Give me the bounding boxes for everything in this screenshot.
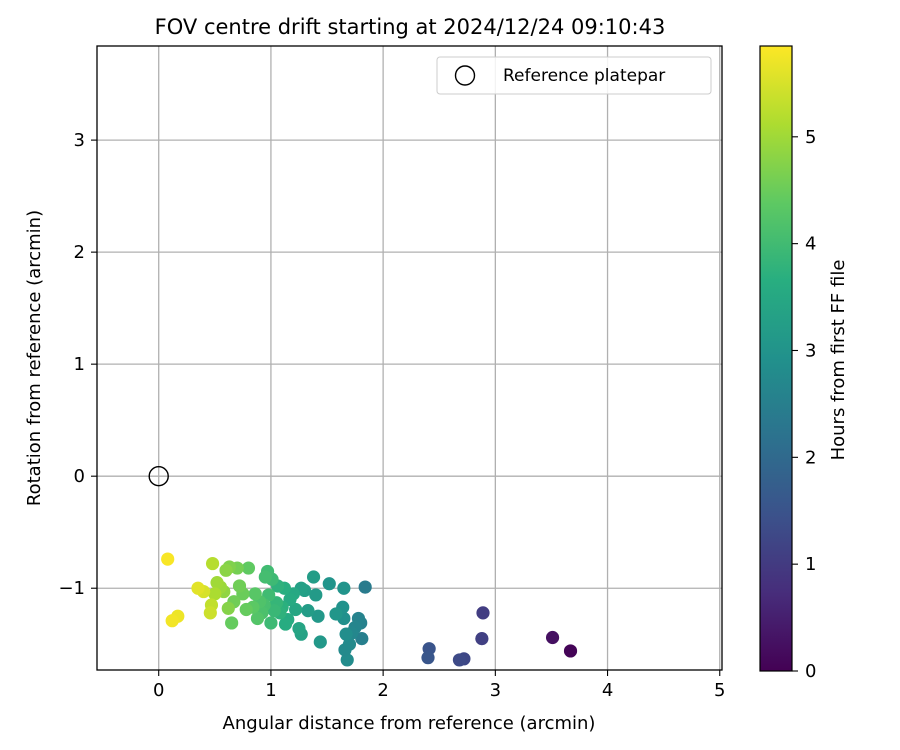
data-point [232,579,247,593]
data-point [338,643,352,657]
y-axis-ticks: −1 0 1 2 3 [58,130,97,599]
y-axis-label: Rotation from reference (arcmin) [24,210,45,506]
x-tick-label: 4 [602,680,613,701]
data-point [355,632,369,646]
data-point [264,616,278,630]
reference-marker-group [148,465,169,487]
colorbar-label: Hours from first FF file [828,260,849,461]
data-point [313,635,327,649]
x-tick-label: 0 [153,680,164,701]
data-point [309,588,323,602]
data-point [311,609,325,623]
data-point [306,570,321,584]
data-point [476,606,490,620]
data-point [241,561,256,575]
data-point [339,627,353,641]
colorbar-tick-label: 4 [805,234,816,255]
data-point [452,653,467,667]
data-point [161,552,175,566]
data-point [262,588,276,602]
y-tick-label: 1 [74,354,85,375]
data-point [337,581,351,595]
data-point [563,644,578,658]
colorbar-tick-label: 0 [805,661,816,682]
data-point [205,556,220,571]
data-point [278,617,293,631]
data-point [250,611,265,626]
data-point [301,604,315,618]
colorbar-ticks: 0 1 2 3 4 5 [792,127,816,682]
data-point [221,601,235,615]
data-point [191,581,205,595]
data-point [210,576,224,590]
data-point [340,653,354,667]
data-point [239,602,253,617]
data-point [267,604,281,618]
y-tick-label: −1 [58,578,85,599]
scatter-points [161,552,578,667]
colorbar-tick-label: 1 [805,554,816,575]
x-tick-label: 1 [265,680,276,701]
x-axis-label: Angular distance from reference (arcmin) [223,713,596,734]
data-point [258,570,272,584]
x-tick-label: 3 [490,680,501,701]
data-point [329,607,343,621]
colorbar: 0 1 2 3 4 5 Hours from first FF file [759,45,849,682]
y-tick-label: 2 [74,242,85,263]
x-tick-label: 2 [377,680,388,701]
colorbar-gradient [760,46,792,671]
data-point [203,606,217,620]
legend-marker [454,65,476,86]
data-point [225,616,239,630]
data-point [248,587,262,601]
data-point [322,577,336,591]
y-tick-label: 0 [74,466,85,487]
x-tick-label: 5 [714,680,725,701]
plot-frame [96,45,723,671]
data-point [358,580,372,594]
data-point [289,602,303,617]
colorbar-tick-label: 3 [805,340,816,361]
grid-lines [97,46,722,670]
data-point [219,563,233,577]
y-tick-label: 3 [74,130,85,151]
data-point [208,587,222,601]
colorbar-frame [759,45,793,672]
chart-title: FOV centre drift starting at 2024/12/24 … [155,15,666,39]
colorbar-tick-label: 2 [805,447,816,468]
x-axis-ticks: 0 1 2 3 4 5 [153,670,725,701]
legend-label: Reference platepar [503,66,665,86]
data-point [475,632,489,646]
legend: Reference platepar [436,56,712,95]
colorbar-tick-label: 5 [805,127,816,148]
data-point [545,630,560,645]
data-point [165,614,179,628]
reference-marker [148,465,169,487]
legend-box [436,56,712,95]
data-point [421,651,435,665]
data-point [292,621,306,636]
